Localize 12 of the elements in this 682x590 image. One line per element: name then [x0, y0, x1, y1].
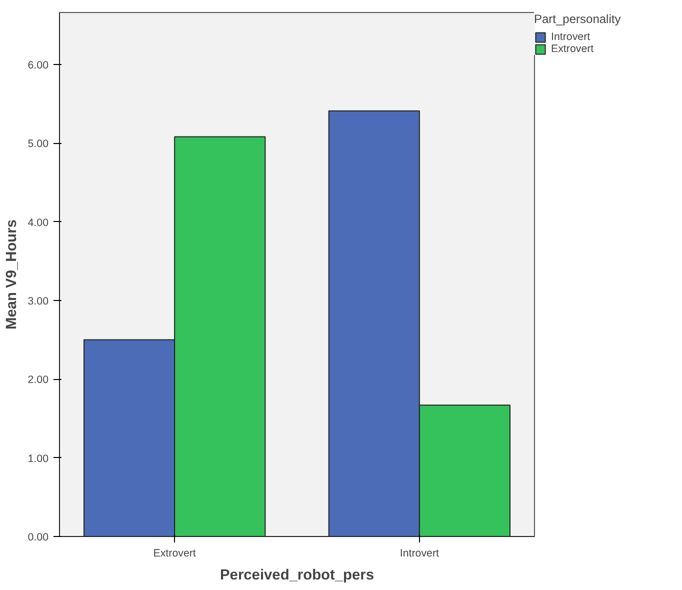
y-tick-label: 5.00	[28, 138, 49, 150]
y-tick-label: 1.00	[28, 452, 49, 465]
y-axis-title: Mean V9_Hours	[4, 220, 20, 330]
legend-title: Part_personality	[534, 12, 621, 26]
legend-label: Extrovert	[551, 43, 594, 55]
y-tick-label: 3.00	[28, 295, 49, 308]
y-tick-label: 4.00	[28, 216, 49, 229]
y-tick-label: 2.00	[28, 374, 49, 386]
y-tick-label: 0.00	[28, 532, 49, 544]
x-axis-title: Perceived_robot_pers	[220, 568, 374, 584]
legend-label: Introvert	[551, 31, 590, 43]
y-tick-label: 6.00	[28, 59, 49, 72]
